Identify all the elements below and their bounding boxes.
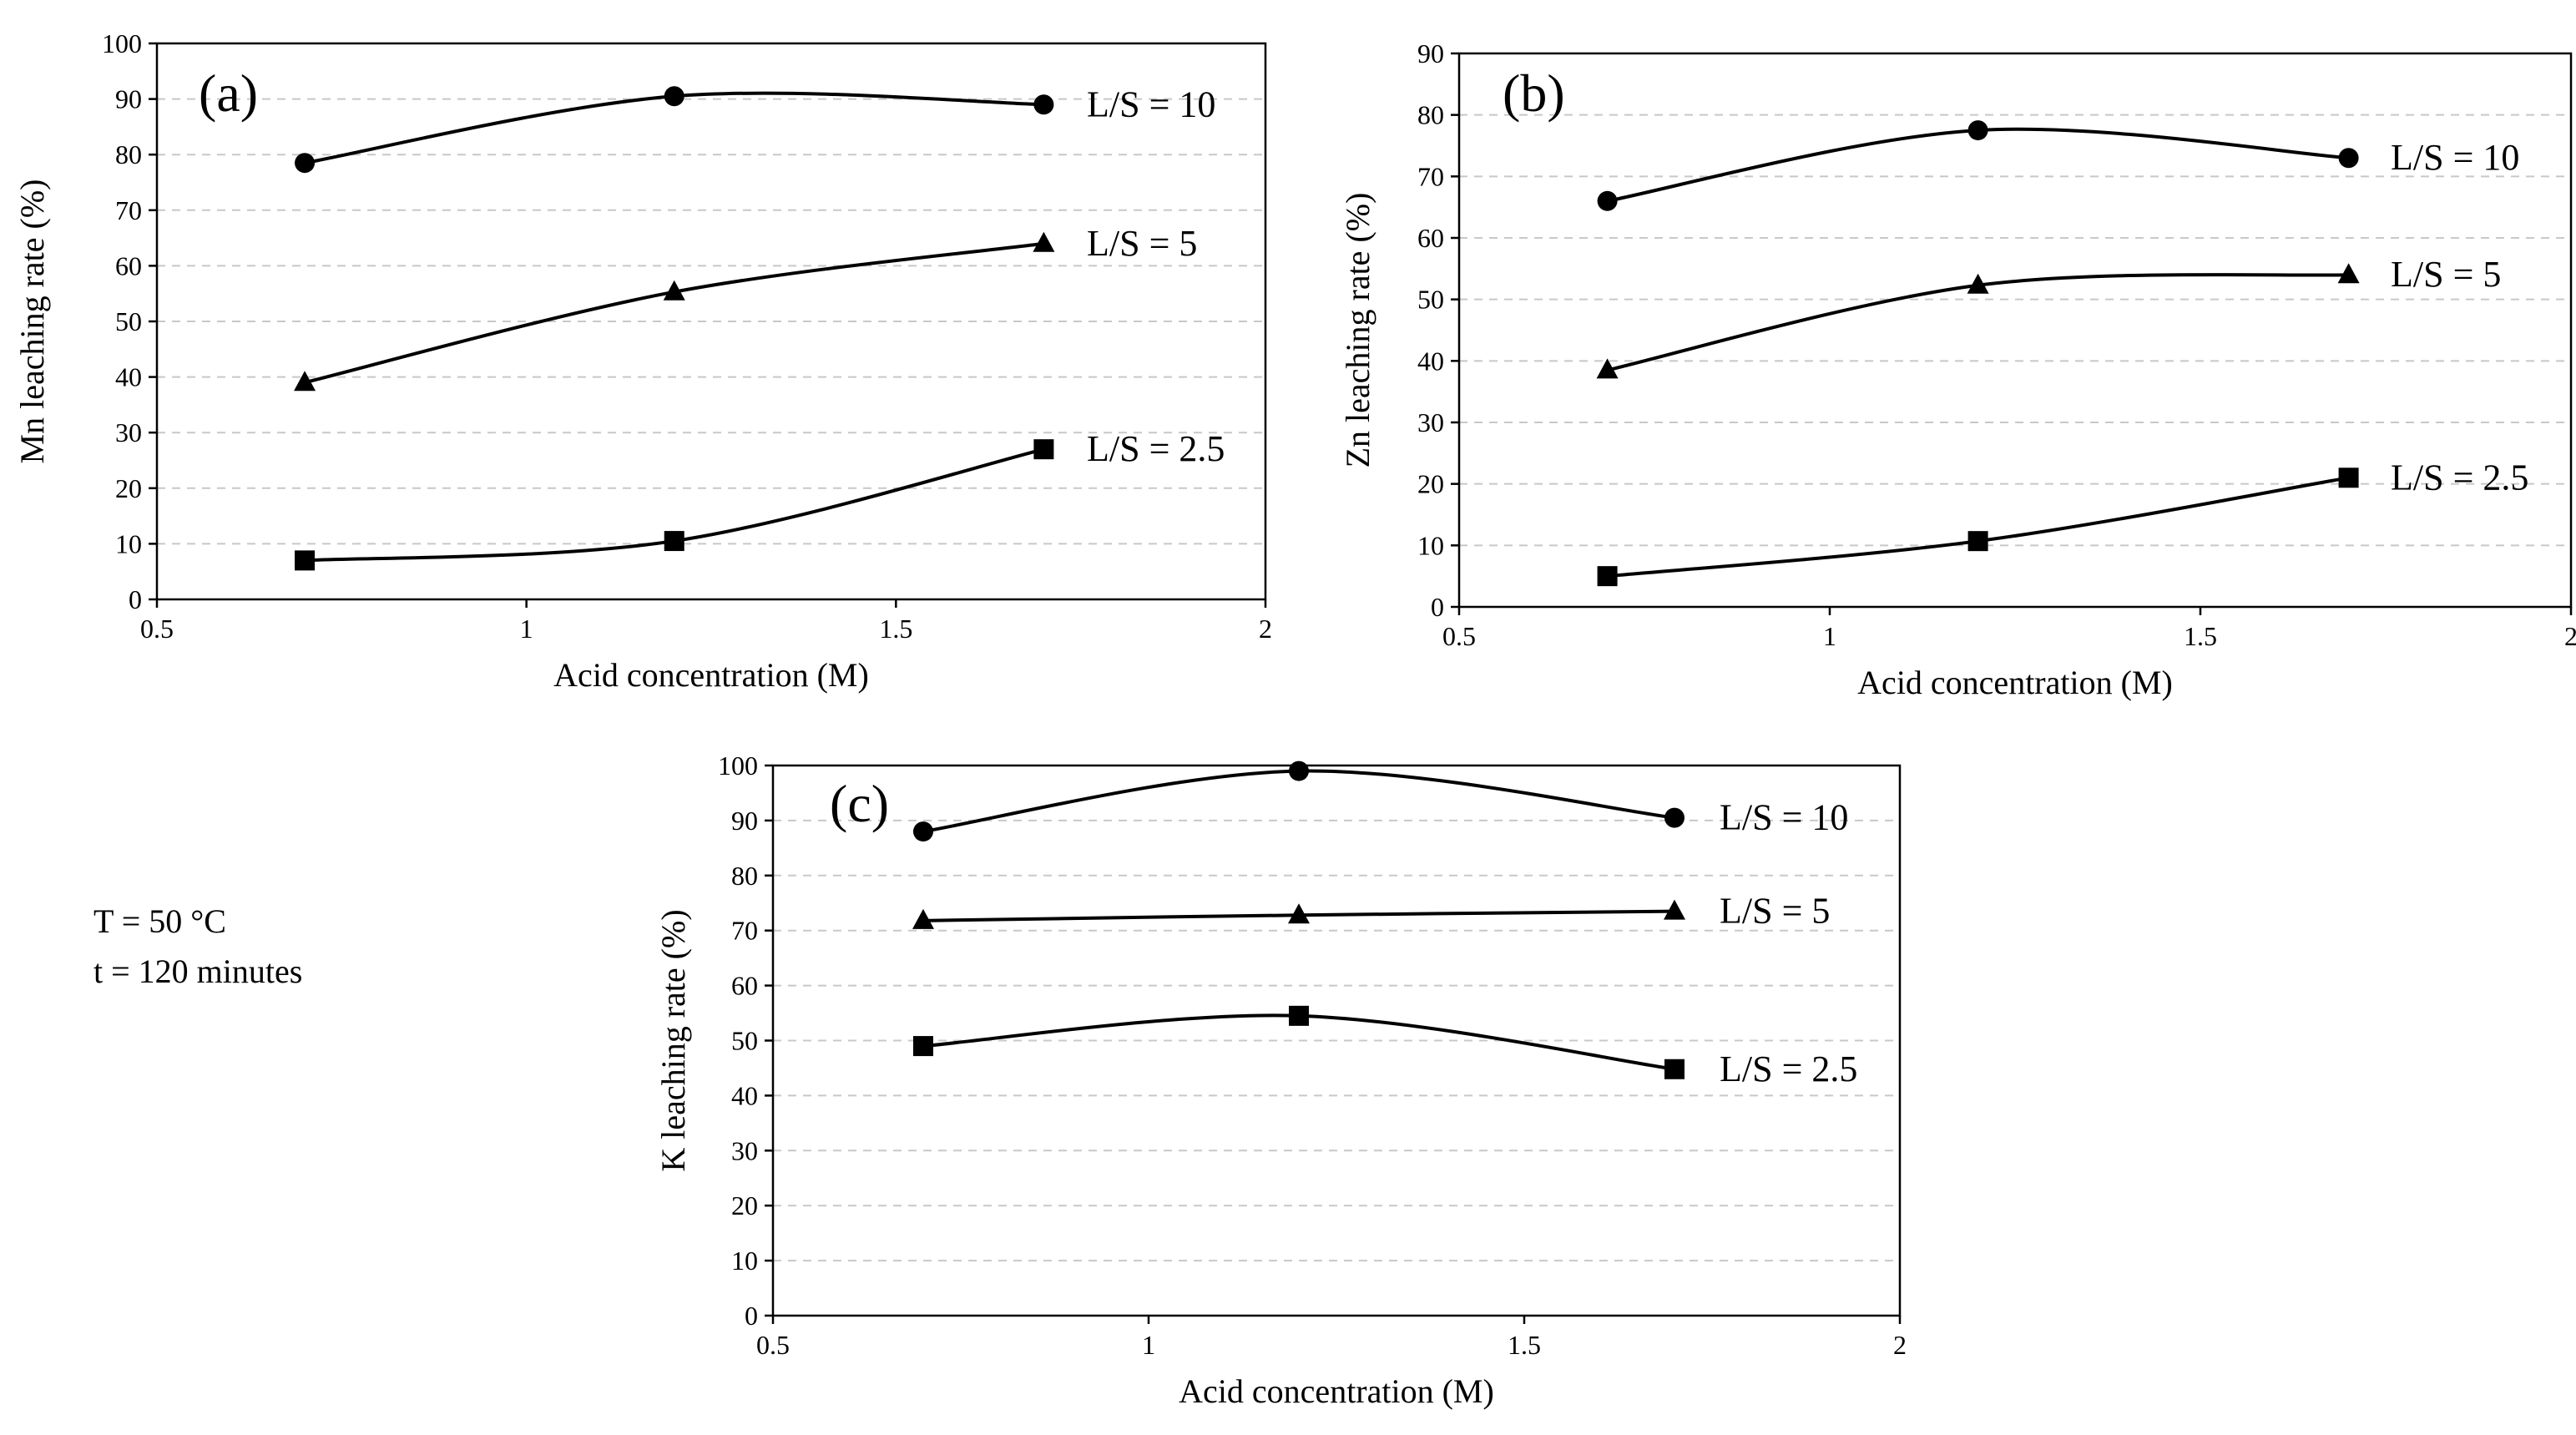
y-tick-label: 0 bbox=[745, 1301, 758, 1331]
y-tick-label: 90 bbox=[115, 84, 142, 114]
data-point bbox=[1967, 531, 1988, 552]
x-tick-label: 2 bbox=[1893, 1330, 1907, 1360]
y-tick-label: 80 bbox=[731, 861, 758, 891]
y-tick-label: 70 bbox=[115, 195, 142, 225]
plot-frame bbox=[1457, 52, 2573, 609]
data-point bbox=[913, 821, 933, 842]
series-label: L/S = 10 bbox=[1720, 797, 1848, 838]
y-tick-label: 40 bbox=[1417, 346, 1444, 376]
data-point bbox=[1597, 190, 1618, 211]
y-tick-label: 10 bbox=[115, 528, 142, 558]
panel-label: (c) bbox=[830, 774, 889, 833]
y-tick-label: 30 bbox=[1417, 407, 1444, 437]
y-axis-label: Zn leaching rate (%) bbox=[1339, 193, 1376, 468]
x-tick-label: 2 bbox=[1259, 614, 1272, 644]
x-axis-label: Acid concentration (M) bbox=[1857, 664, 2173, 701]
data-point bbox=[1597, 566, 1618, 587]
data-point bbox=[294, 371, 316, 392]
series-label: L/S = 5 bbox=[1087, 223, 1197, 264]
data-point bbox=[1967, 273, 1989, 294]
x-tick-label: 1.5 bbox=[879, 614, 912, 644]
data-point bbox=[1664, 1059, 1685, 1079]
time-label: t = 120 minutes bbox=[93, 952, 303, 990]
series-label: L/S = 2.5 bbox=[1720, 1048, 1857, 1089]
y-tick-label: 20 bbox=[115, 473, 142, 503]
series-label: L/S = 10 bbox=[2391, 137, 2519, 178]
y-tick-label: 0 bbox=[129, 584, 142, 614]
y-axis-label: K leaching rate (%) bbox=[654, 909, 692, 1171]
series-label: L/S = 5 bbox=[2391, 254, 2501, 295]
x-tick-label: 0.5 bbox=[140, 614, 174, 644]
y-tick-label: 0 bbox=[1431, 592, 1444, 622]
panel-label: (a) bbox=[199, 63, 258, 123]
series-line bbox=[1607, 476, 2349, 579]
chart-panel-3: 0 10 20 30 40 50 60 70 80 90 100 0.5 1 1.5 2 Acid conce… bbox=[654, 750, 1907, 1410]
chart-panel-2: 0 10 20 30 40 50 60 70 80 90 0.5 1 1.5 2 Acid concentr… bbox=[1339, 38, 2576, 701]
y-tick-label: 10 bbox=[1417, 530, 1444, 560]
x-tick-label: 2 bbox=[2564, 621, 2576, 651]
data-point bbox=[1967, 120, 1988, 141]
y-axis-label: Mn leaching rate (%) bbox=[13, 179, 51, 464]
y-tick-label: 30 bbox=[731, 1135, 758, 1165]
temperature-label: T = 50 °C bbox=[93, 902, 226, 940]
data-point bbox=[1033, 94, 1054, 115]
series-label: L/S = 10 bbox=[1087, 83, 1215, 124]
x-tick-label: 1.5 bbox=[1508, 1330, 1541, 1360]
data-point bbox=[1664, 899, 1685, 920]
x-tick-label: 1 bbox=[1823, 621, 1836, 651]
series-label: L/S = 2.5 bbox=[1087, 428, 1225, 469]
y-tick-label: 60 bbox=[115, 250, 142, 280]
data-point bbox=[913, 1036, 933, 1057]
data-point bbox=[1596, 358, 1619, 379]
x-tick-label: 1 bbox=[1142, 1330, 1155, 1360]
panel-label: (b) bbox=[1503, 63, 1565, 123]
y-tick-label: 80 bbox=[115, 139, 142, 169]
y-tick-label: 100 bbox=[718, 750, 758, 781]
series-label: L/S = 2.5 bbox=[2391, 457, 2528, 498]
data-point bbox=[1289, 1005, 1309, 1026]
y-tick-label: 70 bbox=[731, 916, 758, 946]
data-point bbox=[2338, 467, 2359, 488]
y-tick-label: 40 bbox=[731, 1080, 758, 1110]
chart-panel-1: 0 10 20 30 40 50 60 70 80 90 100 0.5 1 1.5 2 Acid conce… bbox=[13, 28, 1272, 694]
data-point bbox=[1664, 807, 1685, 828]
experiment-conditions: T = 50 °C t = 120 minutes bbox=[93, 897, 302, 997]
data-point bbox=[2338, 148, 2359, 169]
data-point bbox=[1033, 231, 1055, 252]
y-tick-label: 20 bbox=[1417, 469, 1444, 499]
data-point bbox=[663, 280, 685, 301]
y-tick-label: 100 bbox=[102, 28, 142, 58]
y-tick-label: 70 bbox=[1417, 161, 1444, 191]
y-tick-label: 60 bbox=[1417, 223, 1444, 253]
x-tick-label: 0.5 bbox=[1442, 621, 1476, 651]
x-tick-label: 0.5 bbox=[756, 1330, 790, 1360]
data-point bbox=[295, 153, 316, 174]
y-tick-label: 50 bbox=[731, 1026, 758, 1056]
data-point bbox=[1033, 439, 1054, 460]
y-tick-label: 50 bbox=[115, 306, 142, 336]
data-point bbox=[1288, 903, 1310, 924]
data-point bbox=[912, 908, 934, 929]
y-tick-label: 90 bbox=[731, 806, 758, 836]
y-tick-label: 30 bbox=[115, 417, 142, 447]
data-point bbox=[295, 550, 316, 571]
x-axis-label: Acid concentration (M) bbox=[1179, 1372, 1494, 1410]
data-point bbox=[664, 531, 684, 552]
y-tick-label: 80 bbox=[1417, 100, 1444, 130]
series-line bbox=[304, 241, 1044, 385]
y-tick-label: 60 bbox=[731, 971, 758, 1001]
y-tick-label: 10 bbox=[731, 1246, 758, 1276]
y-tick-label: 40 bbox=[115, 362, 142, 392]
x-tick-label: 1.5 bbox=[2184, 621, 2217, 651]
y-tick-label: 20 bbox=[731, 1190, 758, 1220]
x-tick-label: 1 bbox=[520, 614, 533, 644]
data-point bbox=[1289, 760, 1309, 781]
y-tick-label: 90 bbox=[1417, 38, 1444, 68]
data-point bbox=[2337, 263, 2360, 284]
series-label: L/S = 5 bbox=[1720, 891, 1830, 932]
y-tick-label: 50 bbox=[1417, 285, 1444, 315]
data-point bbox=[664, 86, 684, 107]
x-axis-label: Acid concentration (M) bbox=[553, 656, 869, 694]
